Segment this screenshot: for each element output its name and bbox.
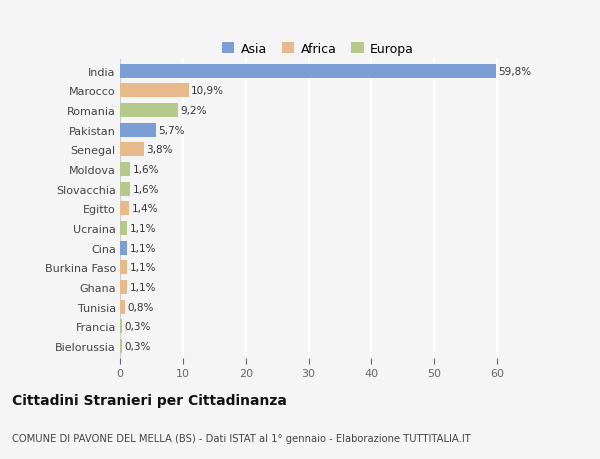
Text: 1,1%: 1,1%	[130, 282, 156, 292]
Bar	[120, 202, 129, 216]
Text: 0,3%: 0,3%	[124, 322, 151, 331]
Text: 1,1%: 1,1%	[130, 263, 156, 273]
Bar	[120, 261, 127, 275]
Text: 1,1%: 1,1%	[130, 224, 156, 234]
Text: 1,4%: 1,4%	[131, 204, 158, 214]
Bar	[120, 162, 130, 177]
Legend: Asia, Africa, Europa: Asia, Africa, Europa	[218, 39, 418, 60]
Bar	[120, 221, 127, 235]
Bar	[120, 143, 144, 157]
Text: 0,3%: 0,3%	[124, 341, 151, 351]
Bar	[120, 84, 188, 98]
Text: 9,2%: 9,2%	[181, 106, 207, 116]
Text: 59,8%: 59,8%	[499, 67, 532, 77]
Bar	[120, 300, 125, 314]
Text: 1,6%: 1,6%	[133, 165, 159, 174]
Bar	[120, 319, 122, 334]
Bar	[120, 123, 156, 137]
Text: 0,8%: 0,8%	[128, 302, 154, 312]
Text: 5,7%: 5,7%	[158, 125, 185, 135]
Bar	[120, 280, 127, 294]
Bar	[120, 64, 496, 78]
Bar	[120, 182, 130, 196]
Text: 10,9%: 10,9%	[191, 86, 224, 96]
Bar	[120, 104, 178, 118]
Bar	[120, 339, 122, 353]
Text: 1,6%: 1,6%	[133, 184, 159, 194]
Text: 3,8%: 3,8%	[146, 145, 173, 155]
Bar	[120, 241, 127, 255]
Text: 1,1%: 1,1%	[130, 243, 156, 253]
Text: COMUNE DI PAVONE DEL MELLA (BS) - Dati ISTAT al 1° gennaio - Elaborazione TUTTIT: COMUNE DI PAVONE DEL MELLA (BS) - Dati I…	[12, 433, 471, 442]
Text: Cittadini Stranieri per Cittadinanza: Cittadini Stranieri per Cittadinanza	[12, 393, 287, 407]
